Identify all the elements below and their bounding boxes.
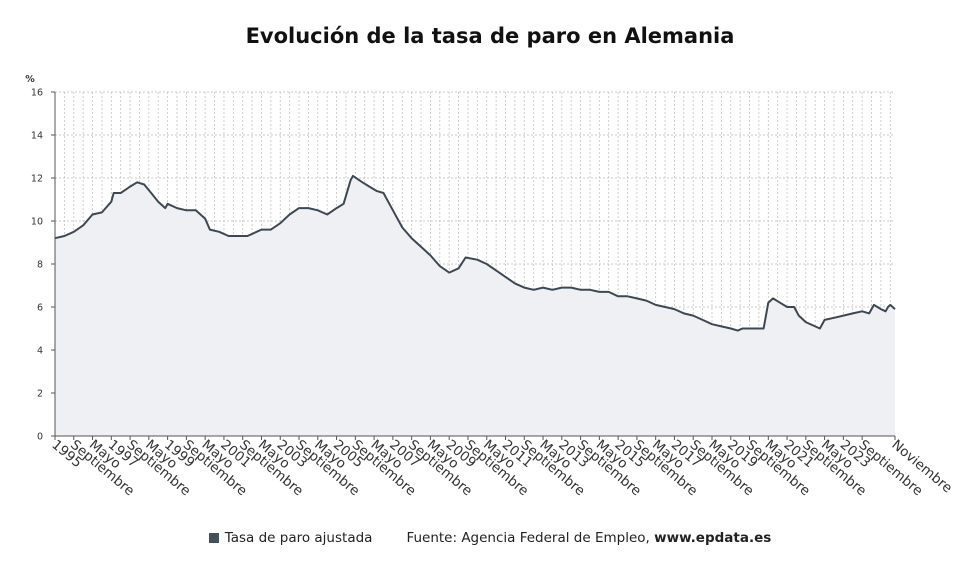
chart-title: Evolución de la tasa de paro en Alemania bbox=[245, 24, 735, 48]
y-tick-label: 14 bbox=[31, 131, 43, 142]
y-tick-label: 16 bbox=[31, 88, 43, 99]
y-tick-label: 4 bbox=[37, 346, 43, 357]
legend: Tasa de paro ajustada Fuente: Agencia Fed… bbox=[0, 530, 980, 546]
legend-swatch bbox=[208, 533, 219, 543]
y-tick-label: 2 bbox=[37, 389, 43, 400]
series-line bbox=[54, 174, 896, 332]
source-label: Fuente: Agencia Federal de Empleo, bbox=[406, 530, 650, 546]
y-tick-label: 6 bbox=[37, 303, 43, 314]
y-tick-label: 0 bbox=[37, 432, 43, 443]
y-tick-label: 8 bbox=[37, 260, 43, 271]
y-axis-label: % bbox=[25, 74, 35, 85]
series-area bbox=[55, 175, 895, 436]
y-tick-label: 10 bbox=[31, 217, 43, 228]
source-site: www.epdata.es bbox=[654, 530, 772, 546]
y-tick-label: 12 bbox=[31, 174, 43, 185]
legend-series-label: Tasa de paro ajustada bbox=[224, 530, 373, 546]
